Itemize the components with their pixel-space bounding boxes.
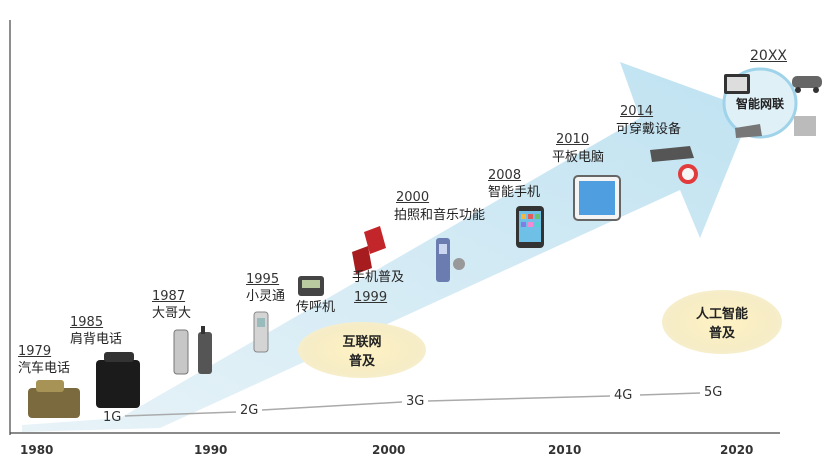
milestone-year-1995: 1995	[246, 272, 280, 287]
bubble-internet-line1: 互联网	[342, 335, 382, 350]
milestone-year-2010: 2010	[556, 132, 590, 147]
axis-label-2000: 2000	[372, 443, 406, 457]
milestone-year-1979: 1979	[18, 344, 52, 359]
flip-phone-icon	[352, 226, 386, 274]
brick-phone-icon	[173, 326, 212, 375]
wearables-icon	[650, 146, 698, 184]
milestone-year-20xx: 20XX	[750, 48, 787, 64]
milestone-year-1985: 1985	[70, 315, 104, 330]
camera-phone-icon	[436, 238, 465, 282]
milestone-label-car-phone: 汽车电话	[18, 361, 71, 376]
milestone-year-1999: 1999	[354, 290, 388, 305]
growth-arrow	[22, 62, 752, 432]
bubble-internet: 互联网 普及	[298, 322, 426, 378]
bubble-internet-line2: 普及	[348, 354, 375, 369]
phs-phone-icon	[253, 311, 269, 353]
milestone-label-brick-phone: 大哥大	[152, 306, 192, 321]
generation-4g: 4G	[614, 388, 633, 403]
milestone-label-phs: 小灵通	[246, 289, 286, 304]
axis-label-2020: 2020	[720, 443, 754, 457]
bubble-ai-line1: 人工智能	[695, 307, 748, 322]
car-phone-icon	[28, 380, 80, 418]
generation-line	[124, 411, 237, 417]
bubble-ai-line2: 普及	[708, 326, 735, 341]
milestone-label-phone-popular: 手机普及	[352, 270, 405, 285]
smartphone-icon	[516, 206, 544, 248]
milestone-label-camera-music: 拍照和音乐功能	[394, 208, 486, 223]
axis-label-1990: 1990	[194, 443, 228, 457]
generation-1g: 1G	[103, 410, 122, 425]
pager-icon	[298, 276, 324, 296]
milestone-label-smartphone: 智能手机	[488, 185, 541, 200]
generation-2g: 2G	[240, 403, 259, 418]
generation-5g: 5G	[704, 385, 723, 400]
tablet-icon	[573, 175, 621, 221]
axis-label-1980: 1980	[20, 443, 54, 457]
milestone-year-2014: 2014	[620, 104, 654, 119]
shoulder-phone-icon	[96, 352, 140, 408]
milestone-year-1987: 1987	[152, 289, 186, 304]
milestone-label-iot: 智能网联	[736, 97, 785, 111]
milestone-year-2000: 2000	[396, 190, 430, 205]
bubble-ai: 人工智能 普及	[662, 290, 782, 354]
milestone-year-2008: 2008	[488, 168, 522, 183]
milestone-label-shoulder-phone: 肩背电话	[70, 332, 123, 347]
milestone-label-tablet: 平板电脑	[552, 150, 605, 165]
axis-label-2010: 2010	[548, 443, 582, 457]
milestone-label-pager: 传呼机	[296, 300, 336, 315]
iot-devices-icon	[724, 74, 822, 138]
generation-3g: 3G	[406, 394, 425, 409]
milestone-label-wearables: 可穿戴设备	[616, 122, 682, 137]
